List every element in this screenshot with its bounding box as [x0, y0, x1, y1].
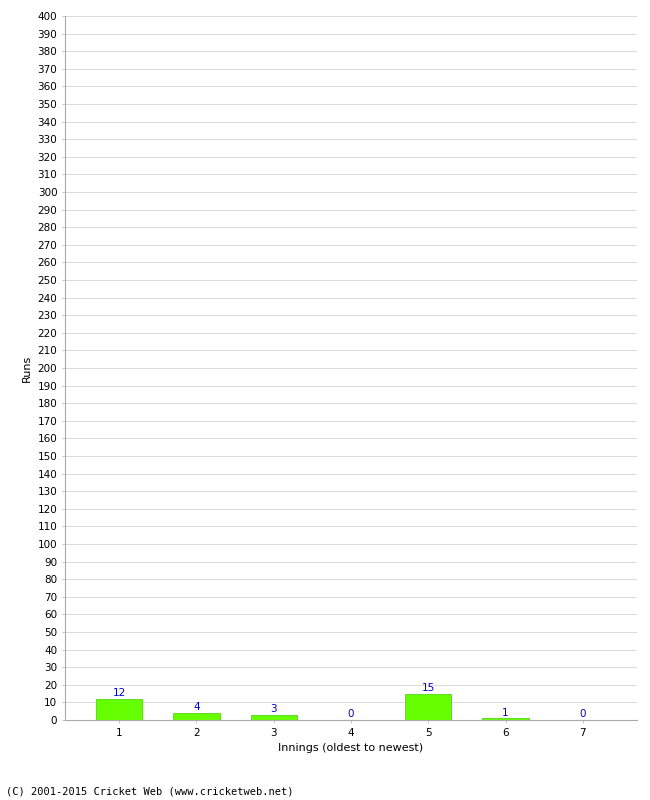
Bar	[405, 694, 452, 720]
Bar	[482, 718, 529, 720]
Text: 0: 0	[348, 710, 354, 719]
Text: 3: 3	[270, 704, 277, 714]
Text: 15: 15	[422, 683, 435, 693]
Text: 4: 4	[193, 702, 200, 713]
Text: 0: 0	[580, 710, 586, 719]
Text: 1: 1	[502, 708, 509, 718]
Y-axis label: Runs: Runs	[22, 354, 32, 382]
Bar	[96, 699, 142, 720]
Bar	[250, 714, 297, 720]
X-axis label: Innings (oldest to newest): Innings (oldest to newest)	[278, 743, 424, 753]
Text: (C) 2001-2015 Cricket Web (www.cricketweb.net): (C) 2001-2015 Cricket Web (www.cricketwe…	[6, 786, 294, 796]
Text: 12: 12	[112, 688, 125, 698]
Bar	[173, 713, 220, 720]
